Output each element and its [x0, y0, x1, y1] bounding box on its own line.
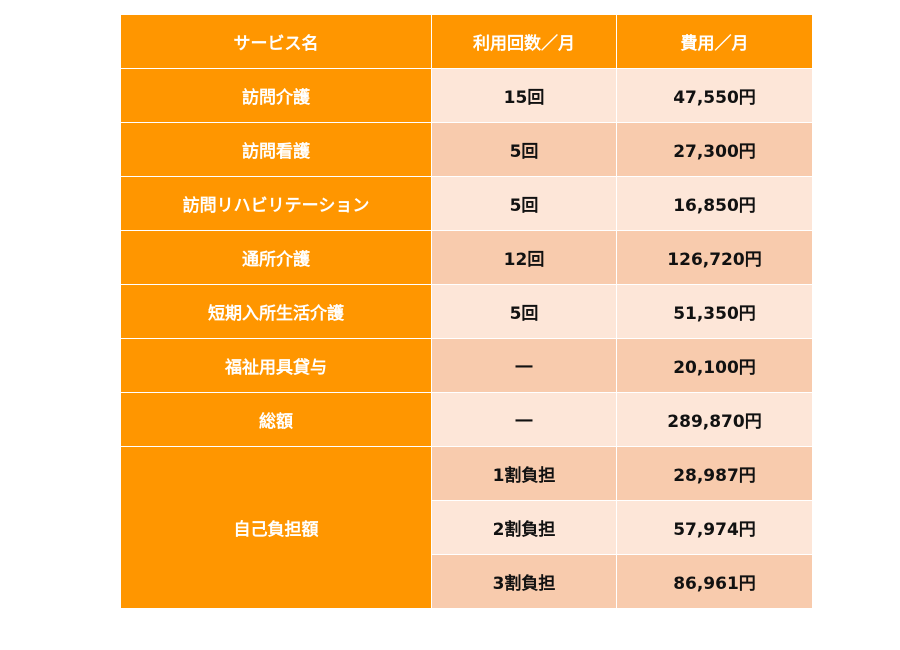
- cost-cell: 20,100円: [616, 338, 813, 393]
- table-row: 短期入所生活介護 5回 51,350円: [120, 284, 813, 339]
- uses-cell: 5回: [431, 122, 617, 177]
- uses-cell: ―: [431, 338, 617, 393]
- copay-row: 3割負担 86,961円: [121, 554, 813, 609]
- table-row: 通所介護 12回 126,720円: [120, 230, 813, 285]
- copay-cost-cell: 28,987円: [616, 446, 813, 501]
- cost-cell: 27,300円: [616, 122, 813, 177]
- service-name-cell: 訪問介護: [120, 68, 432, 123]
- cost-cell: 16,850円: [616, 176, 813, 231]
- table-row: 福祉用具貸与 ― 20,100円: [120, 338, 813, 393]
- uses-cell: 5回: [431, 176, 617, 231]
- cost-cell: 47,550円: [616, 68, 813, 123]
- service-name-cell: 訪問リハビリテーション: [120, 176, 432, 231]
- header-monthly-cost: 費用／月: [616, 14, 813, 69]
- total-cost-cell: 289,870円: [616, 392, 813, 447]
- uses-cell: ―: [431, 392, 617, 447]
- table-row: 訪問リハビリテーション 5回 16,850円: [120, 176, 813, 231]
- copay-row: 2割負担 57,974円: [121, 500, 813, 555]
- header-row: サービス名 利用回数／月 費用／月: [120, 14, 813, 69]
- uses-cell: 12回: [431, 230, 617, 285]
- copay-label-cell: 自己負担額: [120, 446, 432, 609]
- header-service-name: サービス名: [120, 14, 432, 69]
- service-name-cell: 通所介護: [120, 230, 432, 285]
- service-name-cell: 福祉用具貸与: [120, 338, 432, 393]
- cost-cell: 51,350円: [616, 284, 813, 339]
- care-cost-table: サービス名 利用回数／月 費用／月 訪問介護 15回 47,550円 訪問看護 …: [120, 14, 813, 609]
- copay-ratio-cell: 3割負担: [431, 554, 617, 609]
- table-row: 訪問看護 5回 27,300円: [120, 122, 813, 177]
- uses-cell: 5回: [431, 284, 617, 339]
- service-name-cell: 短期入所生活介護: [120, 284, 432, 339]
- copay-cost-cell: 86,961円: [616, 554, 813, 609]
- copay-ratio-cell: 2割負担: [431, 500, 617, 555]
- uses-cell: 15回: [431, 68, 617, 123]
- cost-cell: 126,720円: [616, 230, 813, 285]
- copay-row: 自己負担額 1割負担 28,987円: [120, 446, 813, 609]
- total-row: 総額 ― 289,870円: [120, 392, 813, 447]
- copay-cost-cell: 57,974円: [616, 500, 813, 555]
- header-monthly-uses: 利用回数／月: [431, 14, 617, 69]
- total-label-cell: 総額: [120, 392, 432, 447]
- table-row: 訪問介護 15回 47,550円: [120, 68, 813, 123]
- service-name-cell: 訪問看護: [120, 122, 432, 177]
- copay-ratio-cell: 1割負担: [431, 446, 617, 501]
